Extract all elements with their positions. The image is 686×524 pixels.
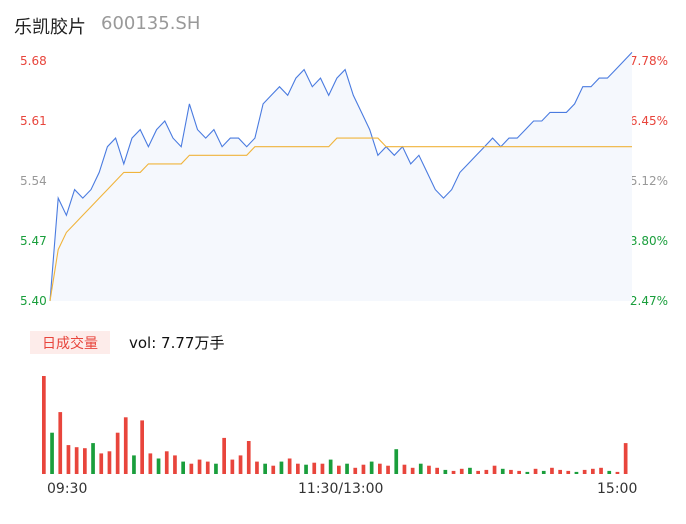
right-tick-label: 7.78% [630, 54, 668, 68]
volume-bar [369, 461, 374, 474]
volume-bar [123, 417, 128, 474]
volume-bar [107, 451, 112, 474]
volume-bar [607, 470, 612, 474]
volume-bar [517, 470, 521, 474]
volume-bar [394, 449, 399, 474]
volume-bar [91, 443, 95, 474]
volume-bar [287, 458, 292, 474]
volume-bar [509, 469, 513, 474]
right-tick-label: 2.47% [630, 294, 668, 308]
volume-bar [353, 467, 358, 474]
volume-bar [132, 455, 136, 474]
volume-bar [66, 445, 71, 474]
volume-bar [115, 432, 120, 474]
volume-bar [418, 463, 423, 474]
volume-bar [173, 455, 177, 474]
volume-bar [378, 463, 382, 474]
left-tick-label: 5.54 [20, 174, 47, 188]
volume-bar [599, 467, 603, 474]
volume-bar [140, 420, 144, 474]
volume-bar [189, 463, 194, 474]
volume-bar [271, 465, 276, 474]
volume-bar [533, 468, 538, 474]
volume-bar [574, 471, 579, 474]
volume-bar [230, 459, 235, 474]
volume-bar [550, 467, 554, 474]
volume-bar [50, 432, 54, 474]
volume-bar [468, 467, 472, 474]
volume-bar [484, 469, 489, 474]
volume-readout: vol: 7.77万手 [129, 334, 225, 352]
volume-bar [255, 461, 259, 474]
volume-bar [296, 463, 300, 474]
daily-volume-tag[interactable]: 日成交量 [30, 331, 110, 354]
volume-bar [263, 463, 267, 474]
volume-bar [214, 463, 218, 474]
volume-bar [164, 451, 169, 474]
volume-bar [361, 464, 366, 474]
volume-bar [492, 465, 497, 474]
volume-bar [451, 470, 456, 474]
volume-bar [238, 455, 243, 474]
volume-bar [459, 468, 464, 474]
volume-bar [558, 469, 562, 474]
volume-bar [541, 470, 546, 474]
volume-bar [74, 447, 79, 474]
volume-bar [205, 461, 210, 474]
right-tick-label: 3.80% [630, 234, 668, 248]
time-label-close: 15:00 [597, 481, 638, 497]
right-tick-label: 5.12% [630, 174, 668, 188]
volume-bars [42, 376, 628, 474]
volume-bar [443, 469, 448, 474]
stock-code: 600135.SH [101, 13, 201, 34]
volume-bar [476, 470, 480, 474]
average-line [49, 137, 632, 302]
right-percent-ticks: 7.78% 6.45% 5.12% 3.80% 2.47% [630, 54, 668, 308]
volume-bar [279, 461, 284, 474]
volume-bar [402, 464, 407, 474]
left-tick-label: 5.61 [20, 114, 47, 128]
left-tick-label: 5.40 [20, 294, 47, 308]
volume-bar [148, 453, 153, 474]
volume-bar [181, 461, 185, 474]
volume-bar [197, 459, 202, 474]
volume-bar [312, 462, 317, 474]
volume-bar [42, 376, 46, 474]
volume-bar [320, 463, 325, 474]
time-label-open: 09:30 [47, 481, 88, 497]
volume-bar [623, 443, 628, 474]
volume-bar [83, 448, 87, 474]
left-price-ticks: 5.68 5.61 5.54 5.47 5.40 [20, 54, 47, 308]
price-line [49, 52, 633, 302]
volume-bar [58, 412, 63, 474]
volume-bar [246, 441, 251, 474]
volume-bar [566, 470, 571, 474]
volume-bar [435, 467, 439, 474]
price-area [50, 52, 632, 302]
time-label-midday: 11:30/13:00 [298, 481, 384, 497]
volume-bar [99, 453, 104, 474]
volume-bar [337, 465, 341, 474]
volume-bar [615, 471, 620, 474]
volume-bar [582, 469, 587, 474]
volume-bar [427, 465, 431, 474]
volume-bar [328, 459, 333, 474]
volume-bar [345, 463, 349, 474]
left-tick-label: 5.47 [20, 234, 47, 248]
volume-bar [304, 464, 308, 474]
volume-bar [410, 467, 415, 474]
volume-bar [525, 471, 530, 474]
volume-bar [156, 458, 161, 474]
volume-bar [222, 437, 226, 474]
left-tick-label: 5.68 [20, 54, 47, 68]
volume-bar [500, 468, 505, 474]
stock-name: 乐凯胶片 [14, 17, 86, 38]
volume-bar [591, 468, 595, 474]
right-tick-label: 6.45% [630, 114, 668, 128]
volume-bar [386, 465, 390, 474]
